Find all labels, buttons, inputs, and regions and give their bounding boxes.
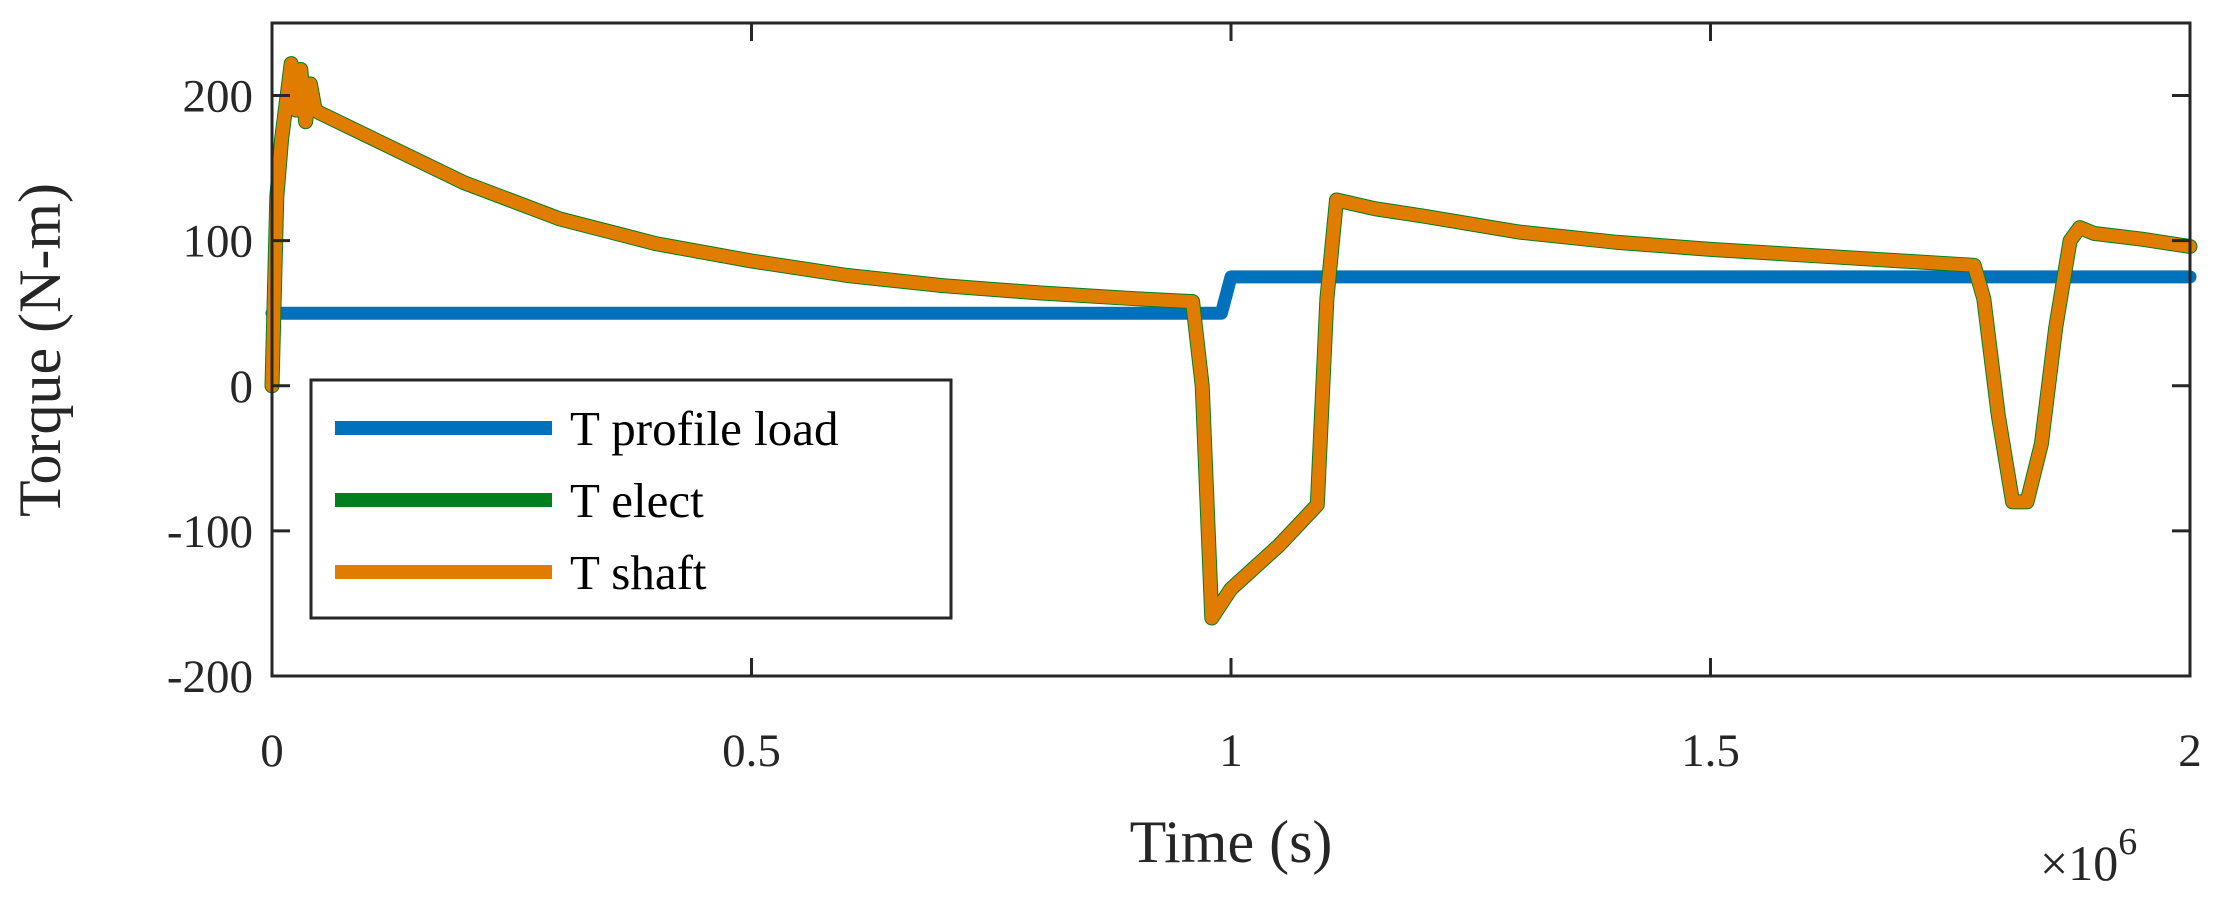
series-layer bbox=[264, 56, 2198, 626]
legend-label-t-elect: T elect bbox=[570, 473, 704, 528]
y-tick-label: 100 bbox=[183, 216, 254, 268]
x-axis-label: Time (s) bbox=[1130, 809, 1333, 875]
x-tick-label: 1 bbox=[1219, 725, 1243, 777]
series-line-t-shaft bbox=[265, 57, 2197, 625]
y-axis-label: Torque (N-m) bbox=[7, 183, 73, 517]
y-tick-label: 200 bbox=[183, 71, 254, 123]
y-tick-label: -100 bbox=[167, 506, 253, 558]
x-exponent-base: ×10 bbox=[2040, 835, 2118, 891]
legend: T profile load T elect T shaft bbox=[309, 378, 953, 620]
x-tick-label: 1.5 bbox=[1681, 725, 1740, 777]
legend-label-t-shaft: T shaft bbox=[570, 545, 707, 600]
x-exponent: ×106 bbox=[2040, 821, 2137, 891]
y-tick-label: -200 bbox=[167, 651, 253, 703]
x-tick-label: 0 bbox=[260, 725, 284, 777]
legend-label-t-profile-load: T profile load bbox=[570, 401, 839, 456]
y-tick-label: 0 bbox=[230, 361, 254, 413]
x-exponent-power: 6 bbox=[2118, 821, 2137, 863]
x-tick-label: 2 bbox=[2178, 725, 2202, 777]
series-line-t-profile-load bbox=[265, 270, 2197, 320]
tick-layer: 0 0.5 1 1.5 2 -200 -100 0 100 200 bbox=[167, 23, 2202, 777]
x-tick-label: 0.5 bbox=[722, 725, 781, 777]
